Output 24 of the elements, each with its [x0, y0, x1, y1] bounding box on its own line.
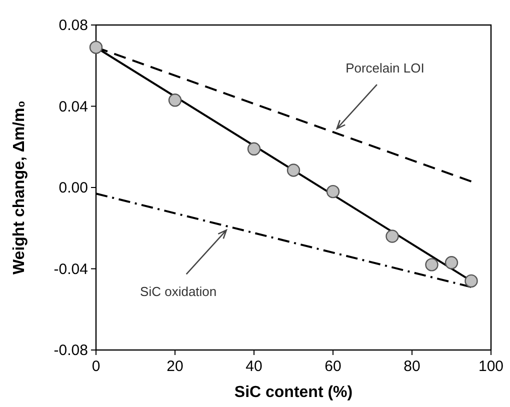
y-tick-label: 0.00	[58, 180, 88, 196]
point	[444, 256, 458, 270]
x-axis-title: SiC content (%)	[234, 384, 353, 401]
point	[168, 94, 182, 107]
y-tick-label: 0.04	[58, 98, 88, 116]
x-tick-label: 40	[246, 358, 262, 375]
point	[425, 258, 438, 272]
x-tick-label: 20	[166, 358, 184, 375]
point	[326, 184, 340, 198]
x-tick-label: 80	[404, 358, 420, 375]
y-axis-title: Weight change, Δm/m₀	[11, 100, 28, 274]
point	[464, 274, 478, 288]
point	[386, 230, 399, 243]
y-tick-label: 0.08	[58, 17, 88, 34]
y-tick-label: -0.04	[54, 260, 88, 278]
x-tick-label: 60	[324, 358, 342, 375]
x-tick-label: 100	[478, 358, 504, 375]
point	[247, 142, 261, 156]
point	[286, 164, 300, 177]
y-tick-label: -0.08	[54, 342, 88, 359]
annotation: SiC oxidation	[140, 284, 217, 300]
x-tick-label: 0	[92, 358, 100, 375]
annotation: Porcelain LOI	[346, 60, 424, 76]
point	[89, 40, 103, 54]
